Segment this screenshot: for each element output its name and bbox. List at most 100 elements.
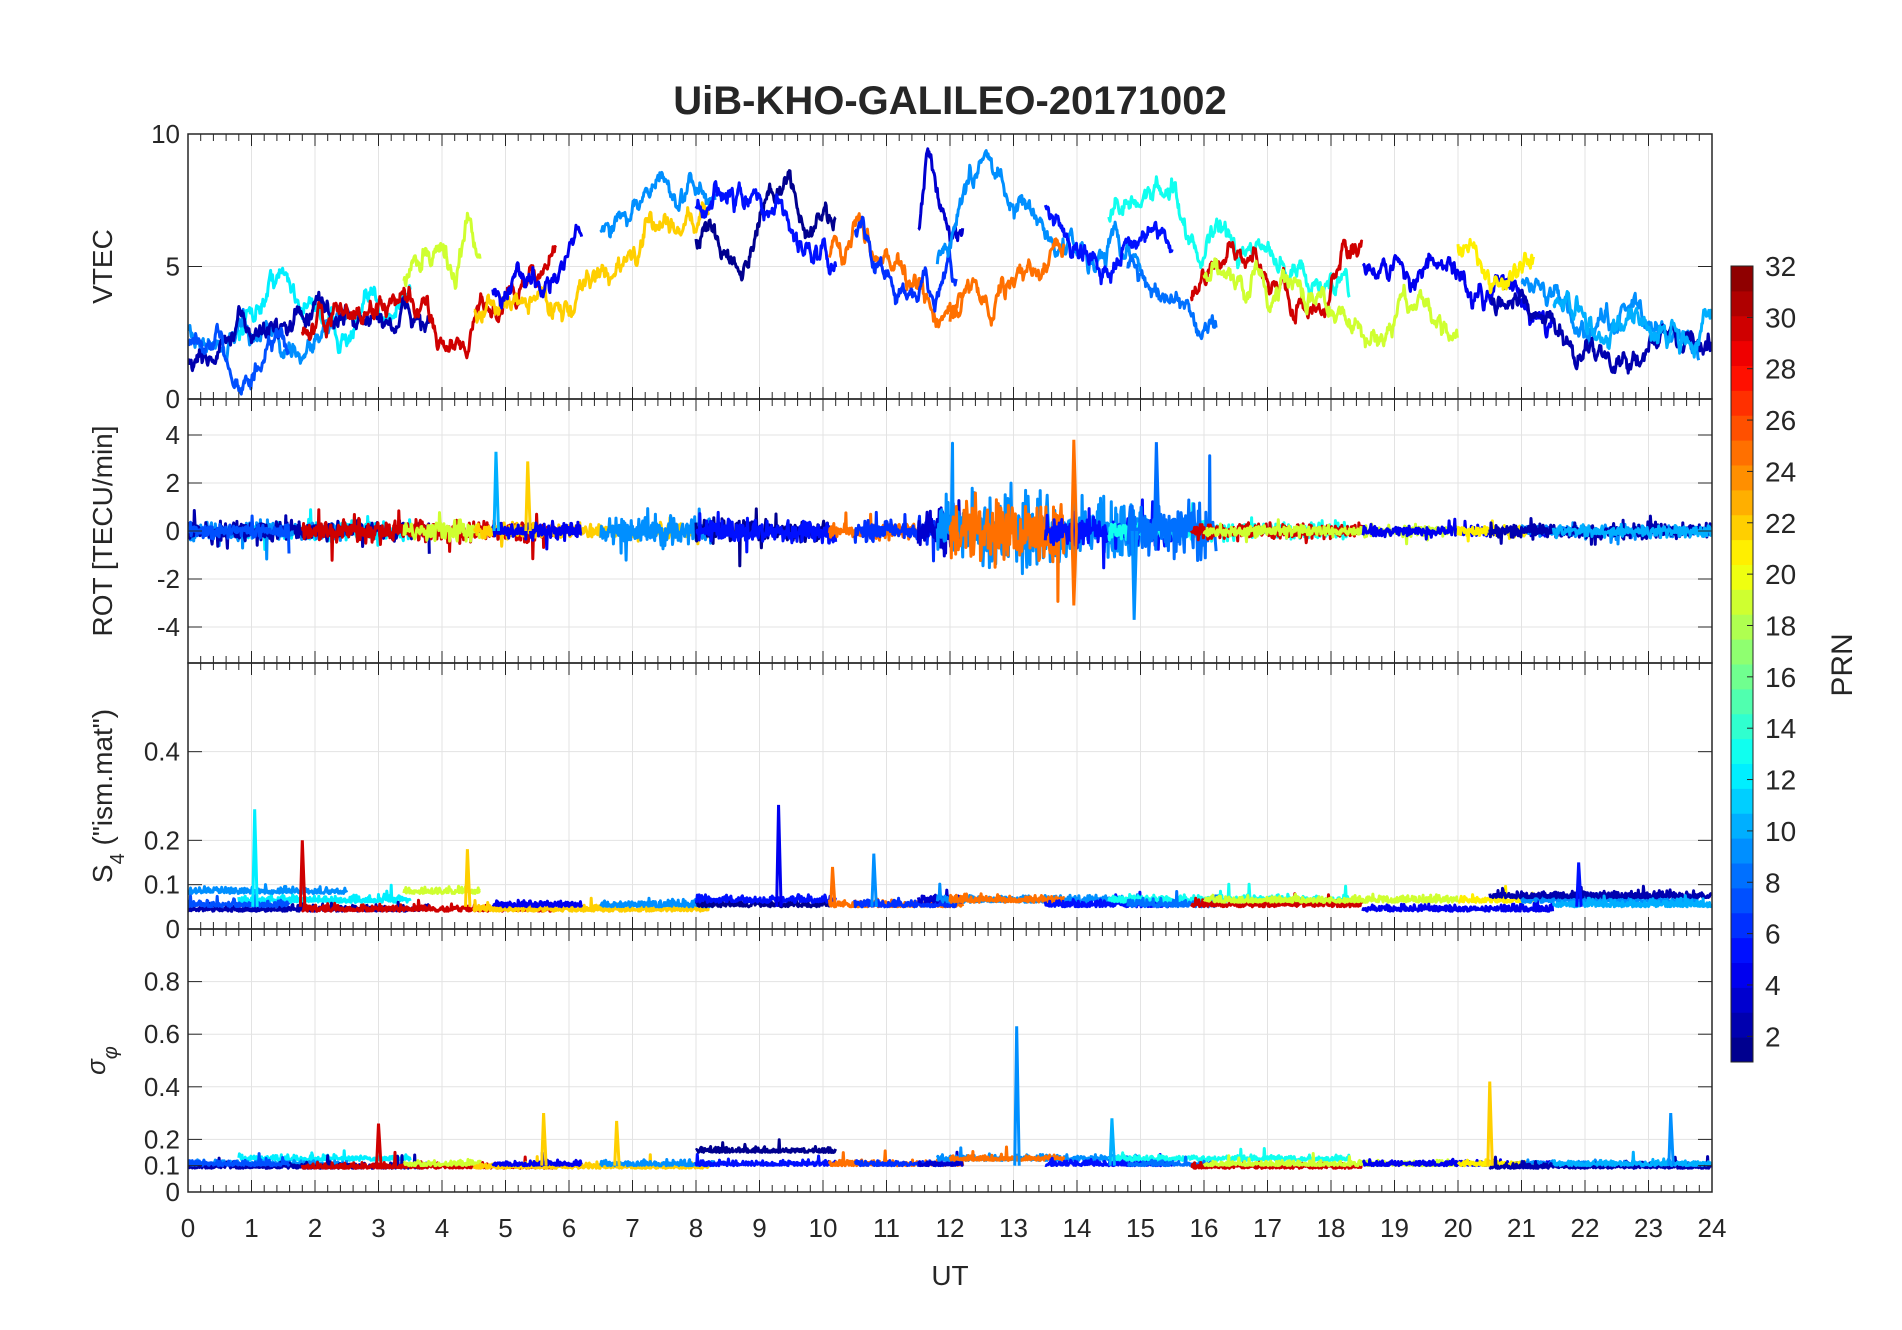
series-line-prn-19	[1202, 892, 1459, 904]
y-label-main: σ	[81, 1058, 111, 1075]
x-axis-label: UT	[931, 1260, 968, 1291]
spike-prn-22	[540, 1113, 548, 1166]
spike-prn-30	[375, 1123, 383, 1166]
y-tick-label: 0	[166, 1177, 180, 1207]
colorbar-segment	[1731, 887, 1753, 914]
x-tick-label: 18	[1317, 1213, 1346, 1243]
colorbar-segment	[1731, 788, 1753, 814]
colorbar-segment	[1731, 937, 1753, 963]
colorbar-segment	[1731, 465, 1753, 491]
colorbar-tick-label: 10	[1765, 816, 1796, 847]
colorbar-segment	[1731, 962, 1753, 988]
series-line-prn-8	[1126, 454, 1218, 562]
x-tick-label: 19	[1380, 1213, 1409, 1243]
y-tick-label: 0.1	[144, 870, 180, 900]
panel-s4: 0 0.1 0.2 0.4 S4 ("ism.mat")	[87, 662, 1713, 944]
x-tick-label: 10	[809, 1213, 838, 1243]
colorbar-label: PRN	[1826, 633, 1859, 696]
y-tick-label: 0.8	[144, 967, 180, 997]
series-line-prn-2	[1488, 1155, 1712, 1170]
series-line-prn-5	[694, 1153, 838, 1168]
series-line-prn-10	[1552, 1150, 1712, 1168]
series-line-prn-4	[491, 223, 584, 310]
y-axis-label-sigma: σφ	[81, 1046, 122, 1075]
series-line-prn-22	[472, 201, 710, 324]
series-line-prn-5	[694, 180, 838, 276]
colorbar-segment	[1731, 564, 1753, 590]
x-tick-label: 12	[936, 1213, 965, 1243]
data-lines	[188, 804, 1712, 913]
series-line-prn-5	[694, 893, 838, 904]
spike-prn-8	[1152, 442, 1161, 532]
y-tick-label: -4	[157, 612, 180, 642]
spike-prn-22	[613, 1120, 621, 1166]
x-tick-label: 23	[1634, 1213, 1663, 1243]
series-line-prn-19	[1202, 257, 1459, 349]
series-line-prn-25	[948, 1145, 1066, 1162]
colorbar-segment	[1731, 440, 1753, 466]
series-line-prn-9	[599, 896, 717, 909]
colorbar-segment	[1731, 763, 1753, 789]
x-tick-label: 14	[1063, 1213, 1092, 1243]
colorbar-segment	[1731, 813, 1753, 839]
y-tick-label: 0.1	[144, 1151, 180, 1181]
x-tick-label: 20	[1444, 1213, 1473, 1243]
colorbar-tick-label: 22	[1765, 508, 1796, 539]
series-line-prn-12	[237, 883, 412, 904]
y-tick-label: 10	[151, 119, 180, 149]
x-tick-label: 1	[244, 1213, 258, 1243]
y-tick-label: 0	[166, 384, 180, 414]
y-tick-label: -2	[157, 564, 180, 594]
colorbar-tick-label: 18	[1765, 610, 1796, 641]
spike-prn-22	[524, 461, 532, 532]
y-label-main: S	[87, 864, 118, 883]
spike-prn-4	[775, 804, 783, 907]
series-line-prn-7	[188, 322, 290, 396]
series-line-prn-4	[491, 898, 584, 909]
series-line-prn-12	[237, 1149, 412, 1162]
series-line-prn-1	[694, 1138, 838, 1154]
series-line-prn-3	[917, 1150, 964, 1168]
series-line-prn-1	[694, 169, 837, 282]
colorbar-segment	[1731, 1012, 1753, 1038]
colorbar-segment	[1731, 912, 1753, 939]
colorbar-segment	[1731, 738, 1753, 764]
series-line-prn-8	[1126, 254, 1218, 341]
y-tick-label: 0.2	[144, 1124, 180, 1154]
colorbar-tick-label: 4	[1765, 970, 1781, 1001]
colorbar-box	[1730, 265, 1754, 1063]
y-axis-label-s4: S4 ("ism.mat")	[87, 709, 129, 883]
y-label-rest: ("ism.mat")	[87, 709, 118, 853]
x-tick-label: 7	[625, 1213, 639, 1243]
data-lines	[188, 147, 1712, 396]
series-line-prn-4	[491, 519, 583, 551]
y-axis-label-rot: ROT [TECU/min]	[87, 425, 118, 636]
x-tick-label: 0	[181, 1213, 195, 1243]
series-line-prn-21	[1456, 237, 1536, 295]
series-line-prn-5	[1043, 204, 1174, 286]
spike-prn-9	[1667, 1113, 1675, 1166]
series-line-prn-10	[1551, 522, 1712, 540]
series-line-prn-9	[599, 170, 717, 239]
spike-prn-9	[1130, 530, 1139, 620]
colorbar-segment	[1731, 415, 1753, 441]
spike-prn-9	[1013, 1026, 1021, 1166]
series-line-prn-4	[1361, 252, 1555, 339]
x-tick-label: 11	[873, 1213, 900, 1243]
series-line-prn-5	[695, 510, 838, 554]
x-tick-label: 9	[752, 1213, 766, 1243]
series-line-prn-7	[188, 514, 291, 554]
colorbar-tick-label: 2	[1765, 1021, 1781, 1052]
colorbar-segment	[1731, 514, 1753, 541]
y-tick-label: 0.6	[144, 1019, 180, 1049]
colorbar-segment	[1731, 539, 1753, 565]
y-label-subscript: 4	[107, 853, 129, 864]
x-tick-label: 4	[435, 1213, 449, 1243]
colorbar-segment	[1731, 987, 1753, 1013]
series-line-prn-2	[1488, 884, 1712, 900]
series-line-prn-4	[491, 1151, 583, 1168]
y-tick-label: 5	[166, 252, 180, 282]
colorbar-segment	[1731, 664, 1753, 690]
panel-rot: -4 -2 0 2 4 ROT [TECU/min]	[87, 398, 1713, 664]
